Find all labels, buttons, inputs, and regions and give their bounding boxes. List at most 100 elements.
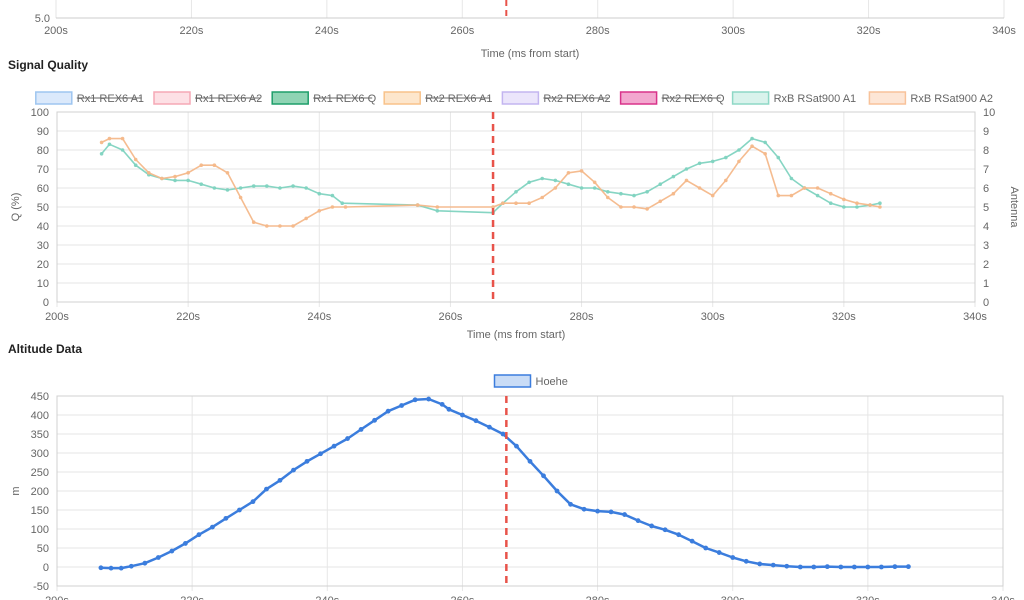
data-point: [225, 188, 230, 192]
data-point: [789, 193, 794, 198]
legend-label: Rx1 REX6 Q: [313, 93, 376, 105]
data-point: [358, 427, 364, 432]
data-point: [635, 518, 641, 524]
data-point: [724, 155, 728, 160]
data-point: [579, 169, 584, 173]
yaxis-title: Q (%): [10, 193, 22, 222]
legend-swatch: [153, 91, 191, 105]
legend-label: Rx2 REX6 Q: [662, 93, 725, 105]
data-point: [632, 193, 636, 198]
data-point: [606, 195, 610, 200]
data-point: [372, 417, 377, 423]
data-point: [743, 558, 749, 564]
legend-item[interactable]: Hoehe: [493, 374, 568, 388]
ytick-label: 100: [31, 107, 49, 119]
data-point: [750, 144, 754, 148]
y2tick-label: 1: [983, 278, 989, 290]
legend-item[interactable]: RxB RSat900 A2: [868, 91, 993, 105]
data-point: [595, 508, 600, 514]
data-point: [579, 186, 584, 190]
data-point: [415, 203, 420, 207]
data-point: [763, 140, 767, 145]
data-point: [802, 186, 807, 190]
data-point: [331, 443, 337, 449]
legend-item[interactable]: Rx1 REX6 Q: [271, 91, 377, 105]
legend-item[interactable]: Rx2 REX6 Q: [619, 91, 725, 105]
data-point: [155, 555, 161, 560]
data-point: [689, 538, 695, 544]
ytick-label: 450: [31, 391, 49, 403]
data-point: [671, 174, 676, 179]
data-point: [277, 477, 283, 483]
data-point: [439, 401, 445, 407]
data-point: [554, 488, 560, 494]
legend-swatch: [493, 374, 532, 388]
data-point: [828, 191, 833, 196]
data-point: [737, 148, 741, 152]
series-points: [99, 136, 882, 228]
data-point: [128, 563, 134, 569]
ytick-label: 20: [37, 259, 49, 271]
data-point: [658, 199, 663, 204]
altitude-data-title: Altitude Data: [8, 342, 83, 356]
top-xtick-label: 300s: [721, 25, 745, 37]
data-point: [340, 201, 345, 205]
legend-item[interactable]: Rx1 REX6 A2: [153, 91, 262, 105]
yaxis-title: m: [10, 486, 22, 495]
data-point: [291, 224, 295, 228]
series-points: [99, 136, 882, 215]
data-point: [399, 403, 405, 408]
data-point: [318, 451, 323, 457]
legend-swatch: [619, 91, 658, 105]
y2tick-label: 5: [983, 202, 989, 214]
legend-item[interactable]: Rx2 REX6 A1: [383, 91, 492, 105]
data-point: [304, 458, 310, 464]
data-point: [566, 182, 571, 186]
data-point: [142, 560, 148, 566]
ytick-label: 90: [37, 126, 49, 138]
data-point: [770, 562, 776, 568]
data-point: [426, 396, 432, 402]
ytick-label: 60: [37, 183, 49, 195]
data-point: [750, 136, 754, 141]
legend-item[interactable]: Rx2 REX6 A2: [501, 91, 611, 105]
data-point: [182, 541, 188, 546]
data-point: [737, 159, 741, 164]
data-point: [676, 532, 682, 538]
legend-label: RxB RSat900 A1: [774, 93, 857, 105]
ytick-label: 200: [31, 486, 49, 498]
data-point: [317, 209, 322, 213]
legend-item[interactable]: RxB RSat900 A1: [731, 91, 857, 105]
xtick-label: 280s: [586, 595, 610, 600]
data-point: [658, 182, 663, 186]
data-point: [619, 191, 623, 196]
data-point: [724, 178, 728, 183]
data-point: [120, 136, 125, 141]
data-point: [345, 436, 350, 441]
data-point: [186, 171, 190, 175]
data-point: [855, 201, 859, 205]
legend-item[interactable]: Rx1 REX6 A1: [35, 91, 144, 105]
data-point: [291, 467, 296, 473]
data-point: [133, 163, 138, 167]
data-point: [527, 180, 531, 185]
data-point: [730, 555, 736, 560]
data-point: [541, 473, 546, 479]
data-point: [160, 176, 164, 181]
data-point: [304, 186, 308, 190]
data-point: [212, 186, 217, 190]
ytick-label: 350: [31, 429, 49, 441]
data-point: [710, 159, 715, 164]
series-points: [98, 396, 911, 571]
data-point: [608, 509, 614, 515]
data-point: [684, 167, 689, 171]
data-point: [107, 136, 112, 141]
data-point: [264, 486, 269, 492]
data-point: [838, 564, 844, 570]
data-point: [435, 205, 440, 209]
xtick-label: 340s: [963, 311, 987, 323]
data-point: [842, 205, 846, 209]
data-point: [797, 564, 803, 570]
data-point: [878, 205, 882, 209]
